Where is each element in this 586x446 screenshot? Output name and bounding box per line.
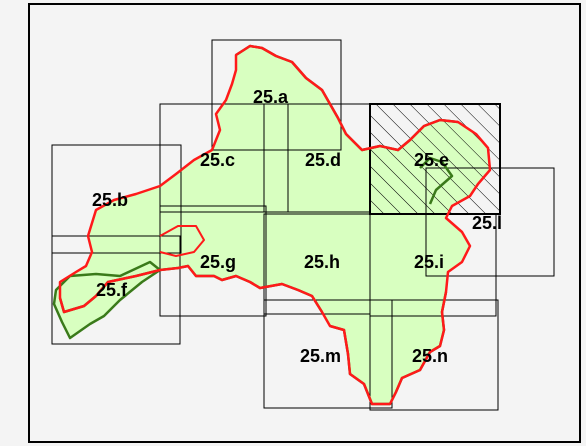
tile-g-box (159, 205, 267, 317)
tile-label-c: 25.c (200, 150, 235, 170)
tile-label-d: 25.d (305, 150, 341, 170)
tile-f-box (51, 235, 181, 345)
land-area (60, 46, 490, 404)
tile-label-a: 25.a (253, 87, 289, 107)
tile-label-l: 25.l (472, 213, 502, 233)
outer-frame (28, 3, 581, 443)
tile-a-box (211, 39, 342, 151)
tile-m-box (263, 299, 393, 409)
tile-label-m: 25.m (300, 346, 341, 366)
tile-label-f: 25.f (96, 280, 128, 300)
tile-label-g: 25.g (200, 252, 236, 272)
tile-n-box (369, 299, 499, 411)
tile-b-box (51, 144, 182, 254)
tile-label-i: 25.i (414, 252, 444, 272)
tile-label-n: 25.n (412, 346, 448, 366)
tile-label-b: 25.b (92, 190, 128, 210)
land-area-southwest (54, 262, 160, 338)
tile-labels: 25.a 25.b 25.c 25.d 25.e 25.f 25.g 25.h … (92, 87, 502, 366)
tile-label-h: 25.h (304, 252, 340, 272)
boundary-red-inner (159, 225, 205, 257)
tile-label-e: 25.e (414, 150, 449, 170)
boundary-red (58, 44, 492, 406)
